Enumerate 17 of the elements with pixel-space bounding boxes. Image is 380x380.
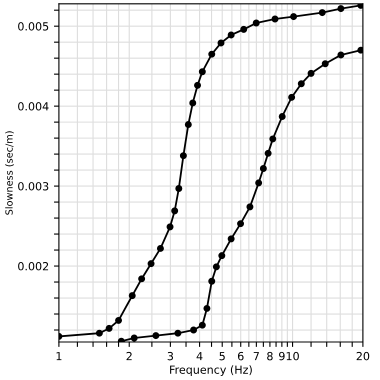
- x-tick-label: 20: [356, 352, 370, 360]
- y-tick-label: 0.003: [18, 182, 48, 190]
- x-tick-label: 6: [238, 352, 244, 360]
- x-tick-label: 2: [126, 352, 132, 360]
- x-tick-label: 4: [196, 352, 202, 360]
- y-axis-title: Slowness (sec/m): [5, 131, 14, 215]
- x-tick-label: 3: [168, 352, 174, 360]
- y-tick-label: 0.005: [18, 22, 48, 31]
- x-tick-label: 10: [286, 352, 299, 360]
- x-axis-title: Frequency (Hz): [170, 365, 252, 376]
- x-tick-label: 1: [56, 352, 62, 360]
- y-tick-label: 0.002: [18, 262, 48, 270]
- x-tick-label: 9: [279, 352, 285, 360]
- x-tick-label: 8: [267, 352, 273, 360]
- x-tick-label: 7: [254, 352, 259, 360]
- x-tick-label: 5: [220, 352, 225, 360]
- y-tick-label: 0.004: [18, 102, 49, 111]
